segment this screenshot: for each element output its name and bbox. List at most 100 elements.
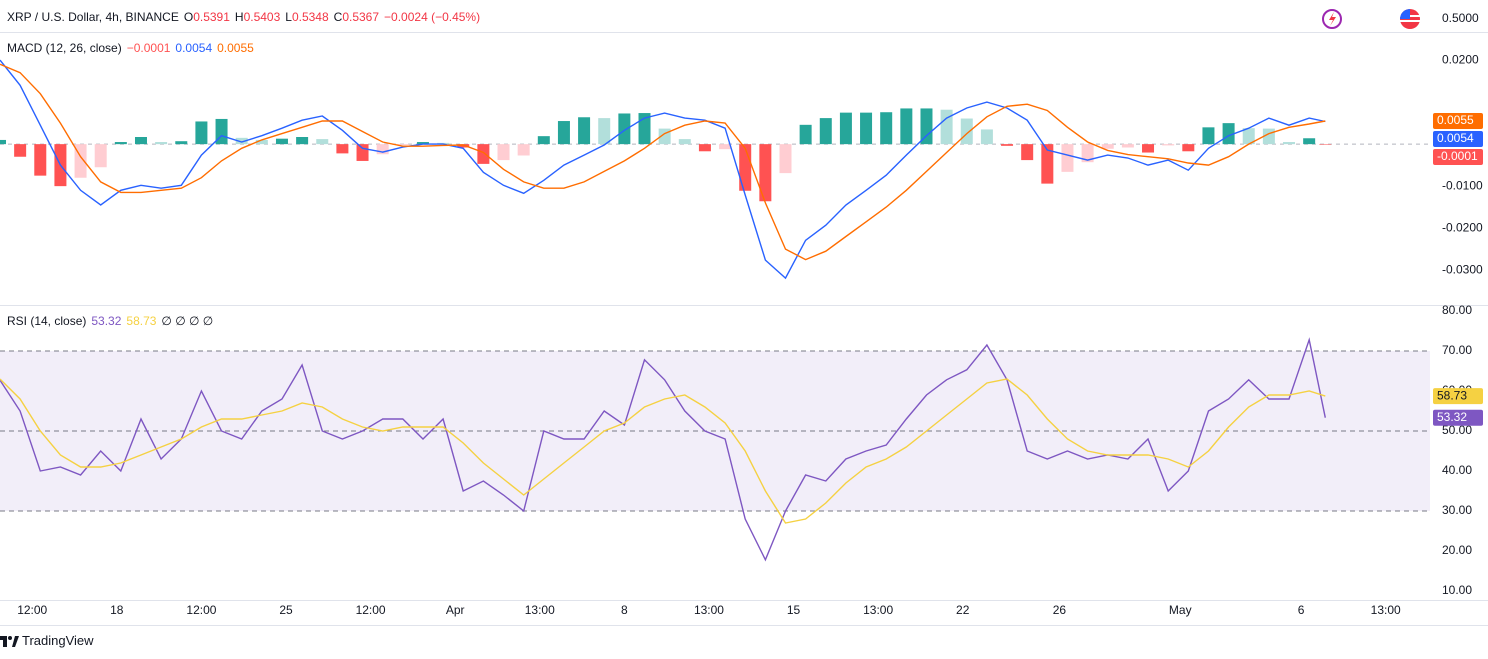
- ohlc-label: L: [285, 10, 292, 24]
- histogram-bar: [356, 144, 369, 161]
- histogram-bar: [537, 136, 550, 145]
- histogram-bar: [960, 118, 973, 145]
- legend-value: ∅ ∅ ∅ ∅: [161, 314, 214, 328]
- y-tick-label: 40.00: [1442, 463, 1472, 477]
- x-tick-label: 18: [110, 603, 124, 617]
- macd-legend[interactable]: MACD (12, 26, close) −0.0001 0.0054 0.0055: [7, 41, 254, 55]
- histogram-bar: [759, 144, 772, 202]
- histogram-bar: [275, 138, 288, 145]
- histogram-bar: [940, 109, 953, 145]
- rsi-pane: 80.0070.0060.0050.0040.0030.0020.0010.00…: [0, 303, 1483, 617]
- macd-pane: 0.0200 -0.0100 -0.0200 -0.0300 -0.0001 0.0054…: [0, 52, 1483, 280]
- x-tick-label: 12:00: [186, 603, 216, 617]
- histogram-bar: [618, 113, 631, 145]
- legend-value: 58.73: [126, 314, 157, 328]
- y-tick-label: -0.0200: [1442, 220, 1483, 234]
- x-tick-label: 6: [1298, 603, 1305, 617]
- x-tick-label: 13:00: [525, 603, 555, 617]
- histogram-bar: [235, 137, 248, 145]
- last-value-label: -0.0001: [1437, 149, 1478, 163]
- histogram-bar: [155, 142, 168, 145]
- y-tick-label: 10.00: [1442, 583, 1472, 597]
- tradingview-logo: [0, 636, 19, 647]
- x-tick-label: 25: [279, 603, 293, 617]
- price-change: −0.0024 (−0.45%): [384, 10, 481, 24]
- brand: TradingView: [22, 633, 94, 648]
- histogram-bar: [1061, 144, 1074, 172]
- last-value-label: 53.32: [1437, 410, 1467, 424]
- legend-value: 0.0054: [175, 41, 213, 55]
- histogram-bar: [1222, 123, 1235, 145]
- histogram-bar: [1041, 144, 1054, 184]
- histogram-bar: [678, 139, 691, 145]
- histogram-bar: [880, 112, 893, 145]
- last-value-badge: [1433, 113, 1483, 130]
- last-value-badge: [1433, 149, 1483, 166]
- ohlc-c: C0.5367: [334, 10, 379, 24]
- histogram-bar: [457, 144, 470, 148]
- ohlc-label: O: [183, 10, 194, 24]
- histogram-bar: [1001, 144, 1014, 146]
- histogram-bar: [900, 108, 913, 145]
- histogram-bar: [819, 118, 832, 145]
- ohlc-label: H: [234, 10, 244, 24]
- legend-value: 53.32: [91, 314, 122, 328]
- histogram-bar: [416, 142, 429, 145]
- indicator-line: [0, 59, 1326, 280]
- x-tick-label: 8: [621, 603, 628, 617]
- y-tick-label: 70.00: [1442, 343, 1472, 357]
- last-value-label: 0.0055: [1437, 113, 1474, 127]
- histogram-bar: [598, 118, 611, 145]
- x-tick-label: 26: [1053, 603, 1067, 617]
- histogram-bar: [779, 144, 792, 174]
- ohlc-l: L0.5348: [285, 10, 328, 24]
- price-axis-label: 0.5000: [1442, 11, 1479, 25]
- ohlc-value: 0.5367: [342, 10, 380, 24]
- x-tick-label: 12:00: [356, 603, 386, 617]
- ohlc-value: 0.5403: [243, 10, 281, 24]
- histogram-bar: [638, 113, 651, 145]
- ohlc-value: 0.5348: [291, 10, 329, 24]
- indicator-line: [0, 378, 1326, 524]
- y-tick-label: -0.0100: [1442, 178, 1483, 192]
- histogram-bar: [1202, 127, 1215, 145]
- x-tick-label: 15: [787, 603, 801, 617]
- histogram-bar: [1121, 144, 1134, 148]
- histogram-bar: [1182, 144, 1195, 152]
- histogram-bar: [799, 124, 812, 145]
- histogram-bar: [477, 144, 490, 164]
- histogram-bar: [1319, 144, 1332, 145]
- country-flag-icon[interactable]: [1400, 9, 1420, 29]
- ohlc-h: H0.5403: [235, 10, 280, 24]
- symbol-header: XRP / U.S. Dollar, 4h, BINANCE O0.5391 H…: [7, 10, 480, 24]
- histogram-bar: [1142, 144, 1155, 153]
- y-tick-label: 20.00: [1442, 543, 1472, 557]
- ohlc-value: 0.5391: [193, 10, 230, 24]
- histogram-bar: [175, 141, 188, 145]
- x-tick-label: 13:00: [694, 603, 724, 617]
- last-value-badge: [1433, 388, 1483, 405]
- histogram-bar: [497, 144, 510, 161]
- histogram-bar: [1101, 144, 1114, 149]
- ohlc-label: C: [333, 10, 343, 24]
- rsi-legend[interactable]: RSI (14, close) 53.32 58.73 ∅ ∅ ∅ ∅: [7, 314, 213, 328]
- last-value-label: 0.0054: [1437, 131, 1474, 145]
- histogram-bar: [578, 117, 591, 145]
- histogram-bar: [1021, 144, 1034, 161]
- indicator-title: RSI (14, close): [7, 314, 87, 328]
- y-tick-label: -0.0300: [1442, 262, 1483, 276]
- indicator-line: [0, 63, 1326, 261]
- histogram-bar: [376, 144, 389, 155]
- histogram-bar: [34, 144, 47, 176]
- histogram-bar: [94, 144, 107, 168]
- histogram-bar: [316, 139, 329, 145]
- histogram-bar: [839, 112, 852, 145]
- y-tick-label: 50.00: [1442, 423, 1472, 437]
- histogram-bar: [739, 144, 752, 191]
- histogram-bar: [1303, 138, 1316, 145]
- x-tick-label: 12:00: [17, 603, 47, 617]
- histogram-bar: [980, 129, 993, 145]
- alert-icon[interactable]: [1322, 9, 1342, 29]
